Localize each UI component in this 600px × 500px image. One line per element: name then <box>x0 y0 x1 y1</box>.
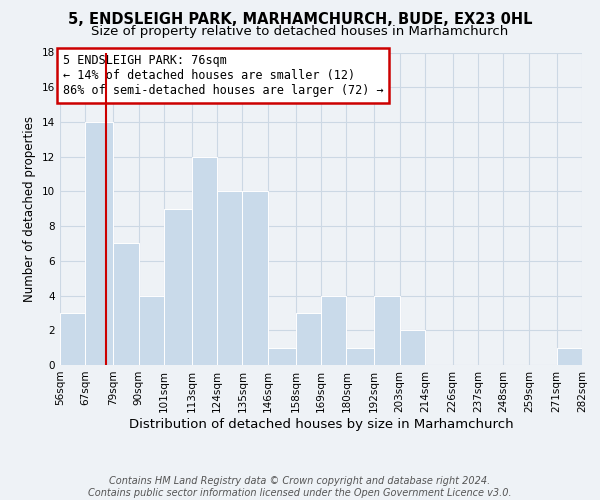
Text: 5 ENDSLEIGH PARK: 76sqm
← 14% of detached houses are smaller (12)
86% of semi-de: 5 ENDSLEIGH PARK: 76sqm ← 14% of detache… <box>62 54 383 97</box>
Bar <box>400 330 425 365</box>
Bar <box>268 348 296 365</box>
Bar <box>191 156 217 365</box>
Bar <box>113 244 139 365</box>
Bar <box>217 192 242 365</box>
Text: Contains HM Land Registry data © Crown copyright and database right 2024.
Contai: Contains HM Land Registry data © Crown c… <box>88 476 512 498</box>
Text: 5, ENDSLEIGH PARK, MARHAMCHURCH, BUDE, EX23 0HL: 5, ENDSLEIGH PARK, MARHAMCHURCH, BUDE, E… <box>68 12 532 28</box>
Bar <box>296 313 321 365</box>
Bar <box>164 209 191 365</box>
Bar <box>139 296 164 365</box>
Bar <box>346 348 374 365</box>
Y-axis label: Number of detached properties: Number of detached properties <box>23 116 37 302</box>
X-axis label: Distribution of detached houses by size in Marhamchurch: Distribution of detached houses by size … <box>128 418 514 430</box>
Bar <box>557 348 582 365</box>
Bar <box>321 296 346 365</box>
Text: Size of property relative to detached houses in Marhamchurch: Size of property relative to detached ho… <box>91 25 509 38</box>
Bar <box>60 313 85 365</box>
Bar <box>85 122 113 365</box>
Bar <box>242 192 268 365</box>
Bar <box>374 296 400 365</box>
